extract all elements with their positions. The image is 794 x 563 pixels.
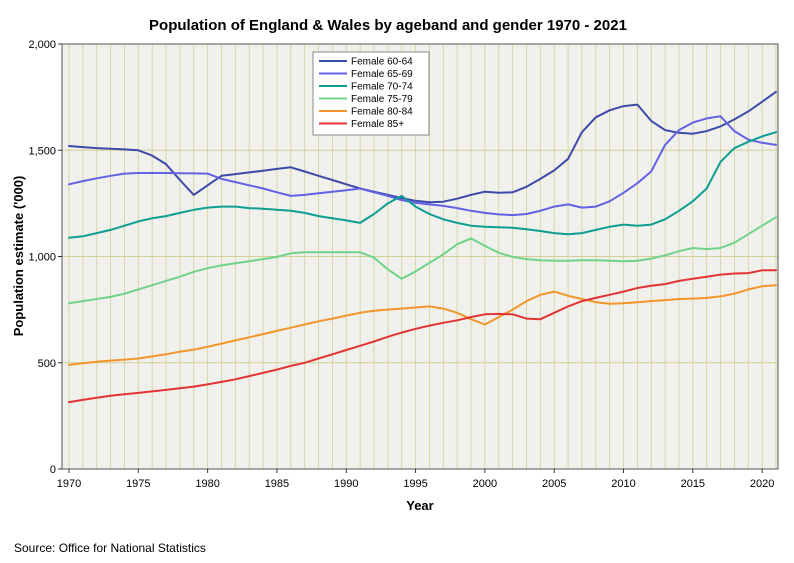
series-line — [68, 269, 777, 404]
series-line — [68, 90, 777, 204]
axis-layer: 0 500 1,000 1,500 2,000 1970 1975 1980 1985 1990 1… — [28, 39, 779, 490]
x-axis-label: Year — [406, 498, 433, 513]
x-tick-label: 1990 — [334, 478, 358, 490]
legend-label: Female 75-79 — [351, 94, 413, 105]
y-tick-label: 0 — [50, 464, 56, 476]
x-tick-label: 1980 — [195, 478, 219, 490]
legend-label: Female 80-84 — [351, 107, 413, 118]
x-tick-label: 2005 — [542, 478, 566, 490]
series-line — [68, 216, 777, 305]
y-tick-label: 1,500 — [28, 145, 56, 157]
chart-title: Population of England & Wales by ageband… — [149, 17, 627, 34]
y-axis-label: Population estimate ('000) — [11, 176, 26, 337]
y-tick-label: 500 — [38, 358, 56, 370]
x-tick-label: 1995 — [403, 478, 427, 490]
x-tick-label: 1985 — [265, 478, 289, 490]
x-tick-label: 2010 — [611, 478, 635, 490]
series-line — [68, 131, 777, 239]
x-tick-label: 1970 — [57, 478, 81, 490]
y-tick-label: 2,000 — [28, 39, 56, 51]
legend-label: Female 65-69 — [351, 69, 413, 80]
x-tick-label: 2000 — [473, 478, 497, 490]
x-tick-label: 2020 — [750, 478, 774, 490]
series-line — [68, 284, 777, 366]
x-tick-label: 2015 — [681, 478, 705, 490]
legend-label: Female 85+ — [351, 119, 404, 130]
legend-label: Female 60-64 — [351, 57, 413, 68]
x-tick-label: 1975 — [126, 478, 150, 490]
y-tick-label: 1,000 — [28, 252, 56, 264]
legend-box — [312, 51, 430, 136]
legend-label: Female 70-74 — [351, 82, 413, 93]
series-layer — [68, 90, 777, 404]
source-note: Source: Office for National Statistics — [14, 541, 206, 555]
grid-layer — [62, 43, 778, 469]
series-line — [68, 115, 777, 217]
